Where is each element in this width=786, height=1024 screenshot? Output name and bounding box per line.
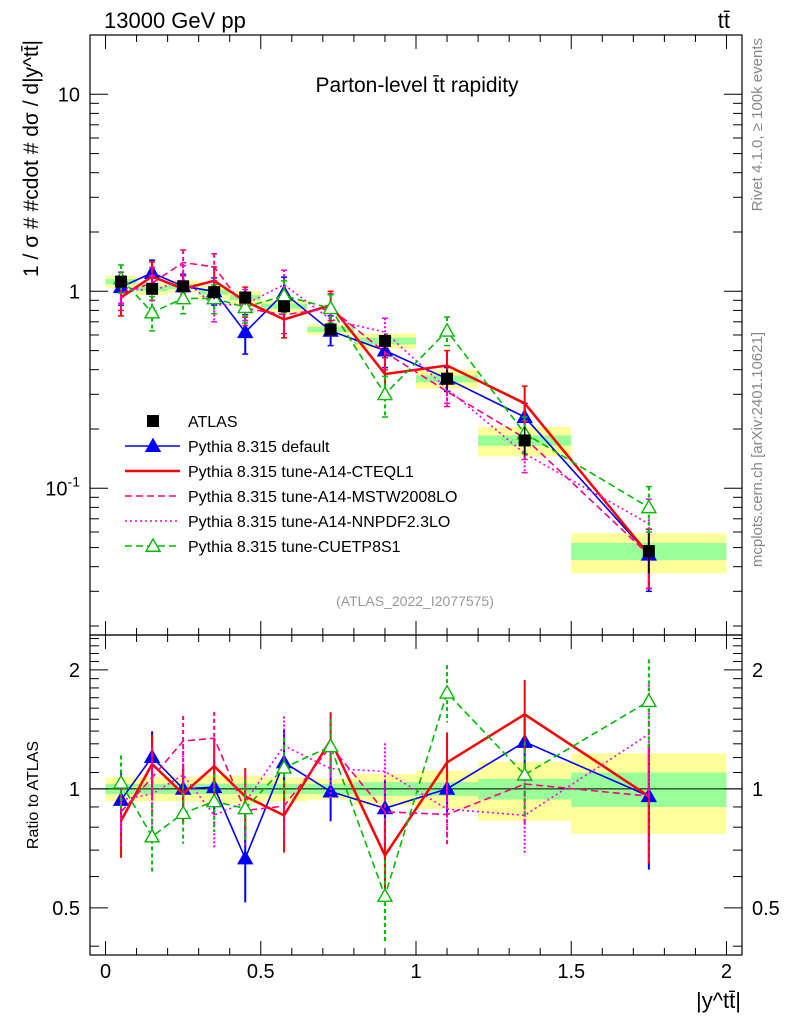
data-point bbox=[239, 291, 252, 304]
series-marker bbox=[143, 828, 161, 843]
ratio-y-tick-label: 0.5 bbox=[52, 898, 80, 920]
series-marker bbox=[376, 385, 394, 401]
legend-label: Pythia 8.315 tune-A14-MSTW2008LO bbox=[188, 489, 457, 506]
main-series-layer bbox=[112, 249, 658, 593]
data-point bbox=[642, 545, 655, 558]
legend: ATLAS Pythia 8.315 default Pythia 8.315 tu… bbox=[125, 414, 457, 556]
chart-title: Parton-level t̄t rapidity bbox=[315, 74, 519, 97]
data-point bbox=[378, 334, 391, 347]
series-marker bbox=[237, 850, 254, 865]
ratio-axes: 0 0.5 1 1.5 2 0.5 0.5 1 1 2 2 bbox=[52, 635, 780, 983]
legend-label: Pythia 8.315 tune-CUETP8S1 bbox=[188, 539, 401, 556]
y-tick-label: 10-1 bbox=[45, 473, 80, 500]
series-marker bbox=[174, 290, 192, 305]
y-tick-label: 1 bbox=[69, 281, 80, 303]
legend-label: Pythia 8.315 tune-A14-NNPDF2.3LO bbox=[188, 514, 450, 531]
series-marker bbox=[275, 759, 293, 774]
ratio-y-tick-label: 1 bbox=[69, 779, 80, 801]
series-marker bbox=[205, 793, 223, 808]
series-marker bbox=[143, 304, 161, 319]
ratio-series-line bbox=[120, 737, 649, 816]
x-axis-label: |y^tt̄| bbox=[696, 988, 741, 1013]
y-tick-label: 10 bbox=[58, 84, 80, 106]
data-point bbox=[115, 275, 128, 288]
series-line bbox=[120, 261, 650, 556]
series-marker bbox=[144, 537, 162, 552]
series-marker bbox=[376, 887, 394, 902]
ratio-y-tick-label-right: 1 bbox=[752, 779, 763, 801]
data-point bbox=[146, 282, 159, 295]
data-point bbox=[208, 286, 221, 299]
series-marker bbox=[112, 774, 130, 789]
ratio-y-tick-label-right: 2 bbox=[752, 660, 763, 682]
x-tick-label: 1.5 bbox=[557, 961, 585, 983]
legend-label: ATLAS bbox=[188, 414, 238, 431]
series-marker bbox=[237, 799, 254, 815]
series-line bbox=[120, 278, 650, 509]
side-label-bottom: mcplots.cern.ch [arXiv:2401.10621] bbox=[749, 332, 766, 567]
data-point bbox=[278, 300, 291, 313]
series-marker bbox=[438, 322, 456, 337]
data-point bbox=[518, 434, 531, 447]
data-point bbox=[441, 372, 454, 385]
y-axis-label: 1 / σ # #cdot # dσ / d|y^tt̄| bbox=[20, 40, 43, 277]
x-tick-label: 0 bbox=[100, 961, 111, 983]
ratio-y-axis-label: Ratio to ATLAS bbox=[25, 741, 42, 849]
ratio-y-tick-label-right: 0.5 bbox=[752, 898, 780, 920]
side-label-top: Rivet 4.1.0, ≥ 100k events bbox=[749, 38, 766, 211]
series-marker bbox=[438, 684, 456, 699]
series-line bbox=[120, 278, 650, 525]
series-marker bbox=[322, 299, 339, 315]
legend-label: Pythia 8.315 default bbox=[188, 439, 330, 456]
series-marker bbox=[144, 437, 162, 452]
ratio-frame bbox=[89, 634, 743, 956]
x-tick-label: 0.5 bbox=[247, 961, 275, 983]
ratio-series-layer bbox=[112, 659, 658, 942]
series-marker bbox=[640, 498, 658, 514]
series-marker bbox=[640, 692, 658, 708]
series-marker bbox=[237, 298, 254, 314]
series-marker bbox=[237, 323, 254, 339]
x-tick-label: 2 bbox=[721, 961, 732, 983]
legend-marker-atlas bbox=[147, 415, 159, 427]
series-marker bbox=[174, 804, 192, 820]
data-point bbox=[177, 280, 190, 293]
analysis-tag: (ATLAS_2022_I2077575) bbox=[336, 593, 494, 609]
data-point bbox=[324, 323, 337, 336]
x-tick-label: 1 bbox=[410, 961, 421, 983]
series-marker bbox=[516, 766, 533, 781]
series-marker bbox=[322, 737, 339, 753]
main-axes: 10 1 10-1 bbox=[45, 34, 742, 635]
ratio-y-tick-label: 2 bbox=[69, 660, 80, 682]
process-label: tt̄ bbox=[718, 8, 730, 33]
legend-label: Pythia 8.315 tune-A14-CTEQL1 bbox=[188, 464, 414, 481]
energy-label: 13000 GeV pp bbox=[104, 8, 246, 33]
